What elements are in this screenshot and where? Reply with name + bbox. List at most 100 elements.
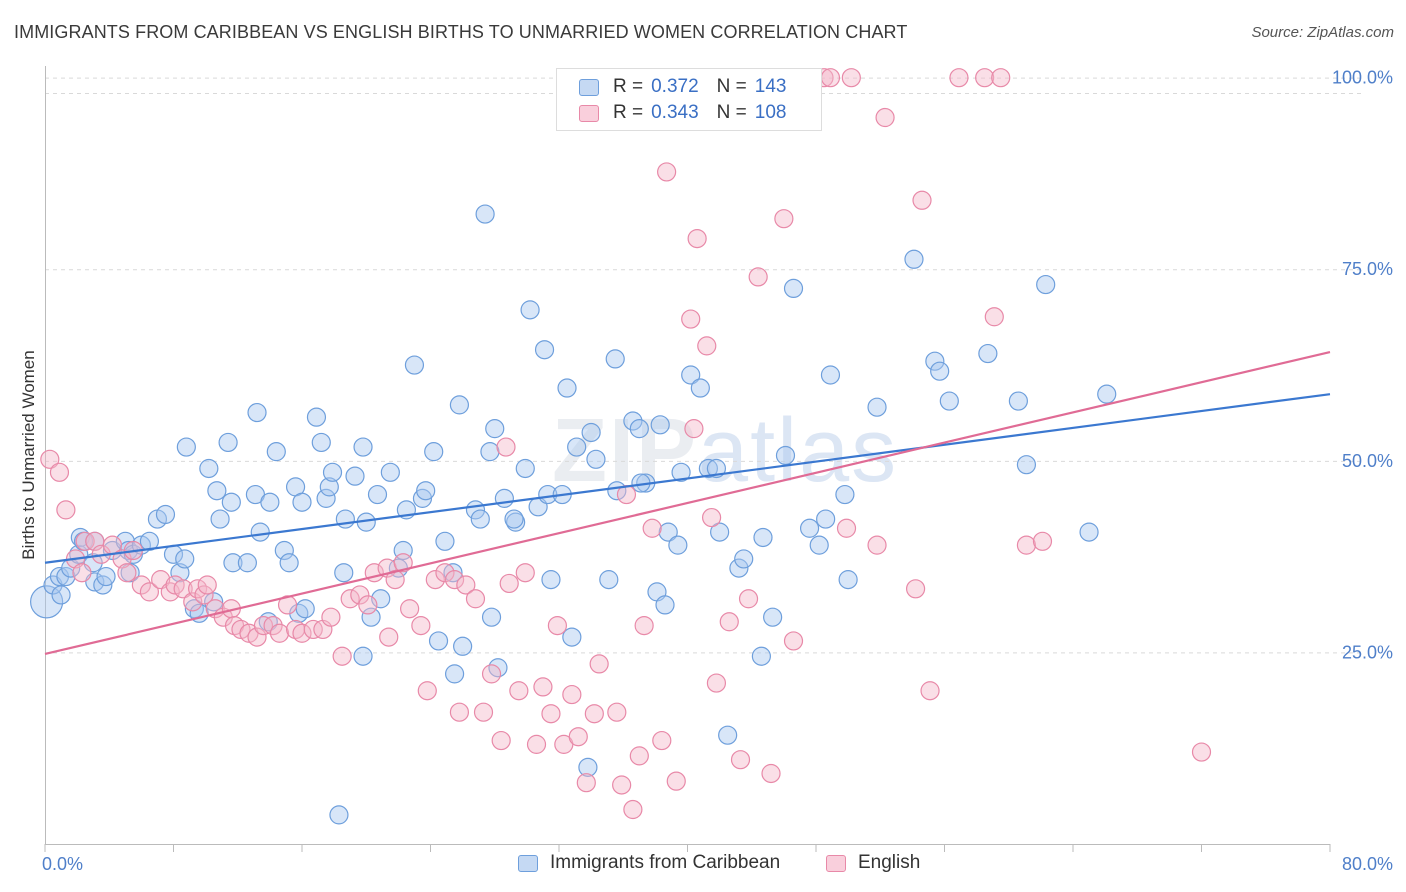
data-point-blue xyxy=(710,522,730,542)
data-point-pink xyxy=(117,563,137,583)
data-point-pink xyxy=(1032,531,1053,551)
data-point-blue xyxy=(605,349,625,369)
data-point-blue xyxy=(581,422,601,443)
data-point-blue xyxy=(139,531,160,551)
series-label-english: English xyxy=(858,852,921,873)
legend-n-label: N = xyxy=(716,102,747,123)
trend-line-pink xyxy=(44,350,1331,656)
data-point-blue xyxy=(599,570,619,590)
data-point-blue xyxy=(316,488,336,508)
data-point-pink xyxy=(425,570,445,590)
data-point-blue xyxy=(799,518,820,538)
legend-n-value: 108 xyxy=(754,102,787,123)
data-point-pink xyxy=(975,68,995,88)
data-point-pink xyxy=(912,190,932,210)
data-point-blue xyxy=(260,492,280,512)
data-point-blue xyxy=(1079,522,1099,542)
y-tick-label: 100.0% xyxy=(1332,68,1393,88)
data-point-pink xyxy=(411,615,431,636)
data-point-pink xyxy=(40,449,60,469)
data-point-pink xyxy=(562,684,582,705)
series-label-caribbean: Immigrants from Caribbean xyxy=(550,852,781,873)
data-point-blue xyxy=(319,477,339,497)
data-point-blue xyxy=(763,607,783,627)
data-point-pink xyxy=(783,631,804,651)
data-point-pink xyxy=(687,228,707,249)
data-point-blue xyxy=(404,355,425,375)
y-tick-label: 75.0% xyxy=(1342,259,1393,279)
data-point-pink xyxy=(612,775,632,795)
data-point-pink xyxy=(820,68,841,88)
data-point-pink xyxy=(303,619,323,640)
series-legend-caribbean[interactable]: Immigrants from Caribbean xyxy=(518,852,780,874)
data-point-blue xyxy=(629,419,649,439)
data-point-pink xyxy=(56,500,76,520)
data-point-pink xyxy=(984,307,1004,327)
axes xyxy=(44,66,1331,852)
data-point-pink xyxy=(358,595,378,615)
legend-n-label: N = xyxy=(716,76,747,97)
data-point-pink xyxy=(576,773,596,793)
trend-lines xyxy=(44,350,1331,656)
data-point-pink xyxy=(491,730,511,751)
data-point-blue xyxy=(51,585,71,605)
data-point-blue xyxy=(838,570,858,590)
data-point-pink xyxy=(449,702,470,722)
data-point-blue xyxy=(623,411,643,431)
data-point-pink xyxy=(684,419,704,439)
data-point-blue xyxy=(534,340,555,360)
data-point-blue xyxy=(930,361,950,381)
data-point-pink xyxy=(634,615,654,636)
data-point-blue xyxy=(237,553,257,573)
trend-line-blue xyxy=(44,393,1331,564)
legend-swatch-english xyxy=(579,104,599,122)
data-point-blue xyxy=(279,553,299,573)
data-point-pink xyxy=(589,654,609,674)
data-point-blue xyxy=(681,365,701,385)
data-point-pink xyxy=(131,575,151,595)
data-point-blue xyxy=(1097,384,1117,404)
data-point-blue xyxy=(221,492,241,512)
data-point-pink xyxy=(444,570,465,590)
data-point-blue xyxy=(322,462,343,482)
legend-swatch-caribbean xyxy=(579,78,599,96)
data-point-blue xyxy=(1016,455,1037,475)
data-point-blue xyxy=(751,646,771,666)
data-point-blue xyxy=(250,522,270,542)
data-point-blue xyxy=(939,391,959,411)
y-tick-label: 50.0% xyxy=(1342,451,1393,471)
data-point-blue xyxy=(428,631,449,651)
data-point-pink xyxy=(1191,742,1212,762)
watermark-atlas: atlas xyxy=(698,401,899,501)
data-point-blue xyxy=(557,378,577,398)
data-point-blue xyxy=(978,343,998,364)
data-point-pink xyxy=(49,462,70,482)
data-point-blue xyxy=(210,509,230,529)
data-point-pink xyxy=(867,535,887,555)
data-point-pink xyxy=(681,309,701,329)
series-legend-english[interactable]: English xyxy=(826,852,920,874)
data-point-blue xyxy=(292,492,312,512)
data-point-blue xyxy=(247,402,267,423)
data-point-pink xyxy=(719,612,739,632)
data-point-blue xyxy=(567,437,587,457)
data-point-blue xyxy=(1008,391,1028,411)
data-point-blue xyxy=(329,805,349,825)
x-tick-label: 0.0% xyxy=(42,854,83,874)
legend-r-value: 0.343 xyxy=(651,102,699,123)
chart-title: IMMIGRANTS FROM CARIBBEAN VS ENGLISH BIR… xyxy=(14,22,908,42)
data-point-pink xyxy=(841,68,861,88)
series-english-points xyxy=(40,68,1212,820)
x-tick-label: 80.0% xyxy=(1342,854,1393,874)
data-point-blue xyxy=(155,504,176,525)
data-point-pink xyxy=(738,589,759,609)
data-point-pink xyxy=(642,518,662,538)
data-point-pink xyxy=(547,615,567,636)
data-point-pink xyxy=(340,589,360,609)
data-point-blue xyxy=(904,249,924,269)
data-point-pink xyxy=(836,518,857,538)
data-point-blue xyxy=(658,522,678,542)
data-point-pink xyxy=(652,730,672,751)
legend-n-value: 143 xyxy=(754,76,787,97)
data-point-blue xyxy=(199,458,219,479)
